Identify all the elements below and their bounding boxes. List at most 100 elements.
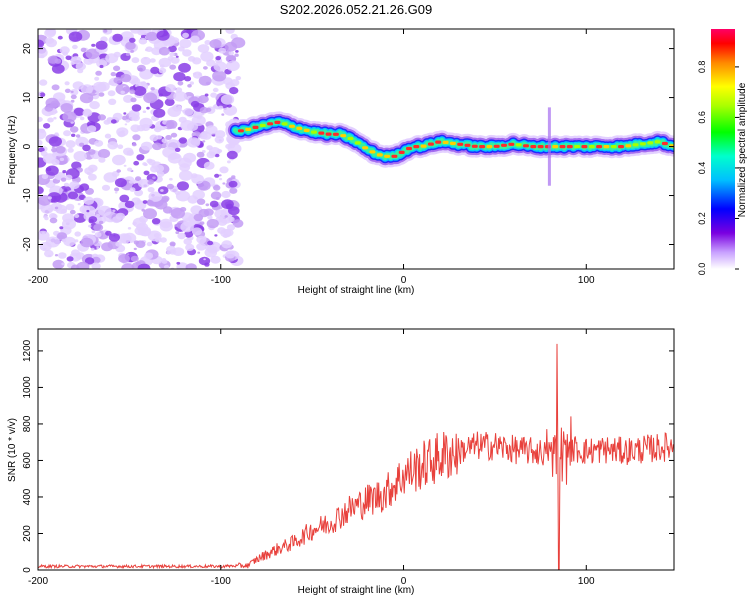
noise-blob: [143, 92, 158, 104]
noise-blob: [221, 190, 231, 199]
noise-blob: [53, 116, 57, 120]
ridge-peak: [296, 126, 303, 130]
colorbar-label: Normalized spectral amplitude: [737, 82, 748, 217]
noise-blob: [136, 64, 146, 72]
y-tick-label: 0: [22, 143, 33, 149]
ridge-peak: [639, 142, 646, 146]
noise-blob: [190, 35, 200, 43]
noise-blob: [183, 217, 196, 227]
noise-blob: [43, 123, 51, 129]
noise-blob: [194, 197, 198, 200]
ridge-peak: [654, 140, 661, 144]
noise-blob: [74, 239, 79, 243]
noise-blob: [73, 151, 87, 162]
noise-blob: [61, 238, 67, 243]
noise-blob: [59, 226, 64, 230]
noise-blob: [98, 92, 105, 97]
y-tick-label: 200: [22, 525, 33, 542]
noise-blob: [228, 180, 238, 188]
noise-blob: [231, 175, 236, 179]
noise-blob: [70, 56, 82, 65]
noise-blob: [97, 114, 106, 121]
noise-blob: [156, 135, 163, 140]
noise-blob: [38, 39, 45, 49]
noise-blob: [127, 167, 133, 172]
noise-blob: [88, 149, 96, 155]
noise-blob: [210, 92, 218, 98]
noise-blob: [80, 237, 94, 248]
noise-blob: [210, 191, 222, 200]
ridge-peak: [442, 140, 449, 144]
noise-blob: [67, 191, 79, 200]
noise-blob: [165, 119, 178, 129]
noise-blob: [59, 46, 70, 55]
noise-blob: [51, 213, 58, 219]
noise-blob: [167, 152, 182, 164]
noise-blob: [126, 253, 130, 256]
noise-blob: [225, 250, 236, 259]
noise-blob: [175, 231, 180, 235]
noise-blob: [187, 84, 192, 88]
noise-blob: [44, 216, 49, 221]
noise-blob: [80, 116, 85, 121]
y-tick-label: 0: [22, 567, 33, 573]
noise-blob: [161, 258, 167, 262]
noise-blob: [222, 182, 226, 185]
noise-blob: [114, 187, 120, 192]
noise-blob: [39, 92, 46, 97]
ridge-peak: [508, 142, 515, 146]
noise-blob: [200, 51, 214, 62]
noise-blob: [204, 93, 209, 97]
noise-blob: [180, 120, 195, 131]
noise-blob: [56, 232, 68, 241]
noise-blob: [77, 203, 81, 206]
ridge-peak: [259, 123, 266, 128]
noise-blob: [120, 90, 125, 95]
y-tick-label: 1000: [22, 376, 33, 399]
ridge-peak: [376, 153, 383, 157]
noise-blob: [177, 81, 184, 86]
noise-blob: [65, 174, 73, 181]
noise-blob: [165, 84, 176, 93]
noise-blob: [95, 40, 108, 50]
noise-blob: [82, 144, 91, 152]
noise-blob: [83, 196, 95, 205]
noise-blob: [144, 48, 149, 52]
noise-blob: [189, 81, 194, 85]
noise-blob: [161, 197, 169, 203]
ridge-peak: [596, 145, 603, 149]
noise-blob: [120, 73, 132, 83]
noise-blob: [173, 72, 186, 82]
noise-blob: [95, 214, 100, 218]
ridge-peak: [413, 145, 420, 149]
noise-blob: [54, 206, 59, 210]
ridge-peak: [362, 146, 369, 150]
noise-blob: [224, 215, 228, 218]
noise-blob: [170, 132, 178, 138]
noise-blob: [47, 196, 52, 200]
noise-blob: [234, 53, 239, 57]
noise-blob: [215, 56, 221, 61]
noise-blob: [75, 62, 87, 71]
noise-blob: [177, 232, 186, 240]
noise-blob: [113, 65, 121, 72]
noise-blob: [96, 59, 108, 68]
noise-blob: [112, 33, 123, 42]
noise-blob: [140, 56, 151, 65]
x-tick-label: 100: [578, 275, 595, 286]
noise-blob: [108, 233, 120, 242]
noise-blob: [116, 169, 121, 173]
ridge-peak: [267, 122, 274, 126]
noise-blob: [82, 109, 93, 117]
noise-blob: [212, 70, 227, 82]
x-tick-label: -200: [28, 275, 48, 286]
noise-blob: [97, 148, 111, 159]
noise-blob: [198, 256, 211, 266]
noise-blob: [46, 167, 52, 172]
colorbar-tick-label: 0.6: [697, 111, 707, 124]
noise-blob: [91, 262, 101, 269]
spectrogram-x-axis: -200 -100 0 100: [28, 29, 595, 286]
noise-blob: [183, 152, 197, 163]
noise-blob: [212, 87, 219, 93]
noise-blob: [198, 75, 212, 86]
